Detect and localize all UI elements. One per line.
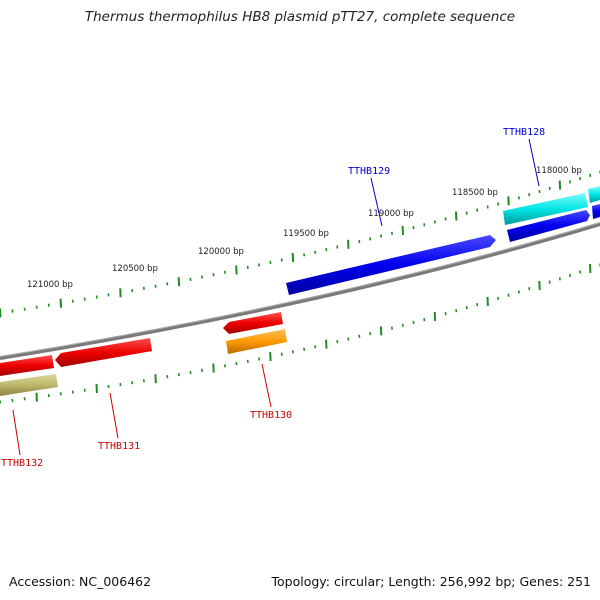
gene-label-TTHB130[interactable]: TTHB130 [250, 410, 292, 421]
gene-TTHB128-feature[interactable] [507, 204, 600, 242]
gene-TTHB129-feature[interactable] [286, 235, 496, 295]
bp-label-120000: 120000 bp [198, 247, 244, 257]
cyan-feature[interactable] [503, 186, 600, 225]
orange-feature[interactable] [226, 329, 287, 354]
inner-tick-track [0, 263, 600, 404]
gene-label-TTHB131[interactable]: TTHB131 [98, 441, 140, 452]
outer-tick-track [0, 170, 600, 318]
map-title: Thermus thermophilus HB8 plasmid pTT27, … [84, 9, 516, 25]
leader-TTHB131 [109, 392, 119, 439]
leader-TTHB130 [261, 363, 272, 408]
gene-TTHB131-feature[interactable] [55, 338, 152, 367]
leader-TTHB128 [528, 138, 540, 187]
gene-TTHB130-feature[interactable] [223, 312, 283, 334]
gene-label-TTHB129[interactable]: TTHB129 [348, 166, 390, 177]
bp-label-118500: 118500 bp [452, 188, 498, 198]
bp-label-121000: 121000 bp [27, 280, 73, 290]
gene-TTHB132-feature[interactable] [0, 355, 54, 376]
backbone-arc [0, 222, 600, 360]
gene-label-TTHB128[interactable]: TTHB128 [503, 127, 545, 138]
leader-TTHB129 [370, 177, 383, 227]
leader-TTHB132 [12, 409, 21, 456]
accession-text: Accession: NC_006462 [9, 574, 152, 589]
bp-label-120500: 120500 bp [112, 264, 158, 274]
bp-label-119000: 119000 bp [368, 209, 414, 219]
bp-label-119500: 119500 bp [283, 229, 329, 239]
topology-summary: Topology: circular; Length: 256,992 bp; … [271, 574, 592, 589]
olive-feature[interactable] [0, 374, 58, 396]
gene-label-TTHB132[interactable]: TTHB132 [1, 458, 43, 469]
bp-label-118000: 118000 bp [536, 166, 582, 176]
